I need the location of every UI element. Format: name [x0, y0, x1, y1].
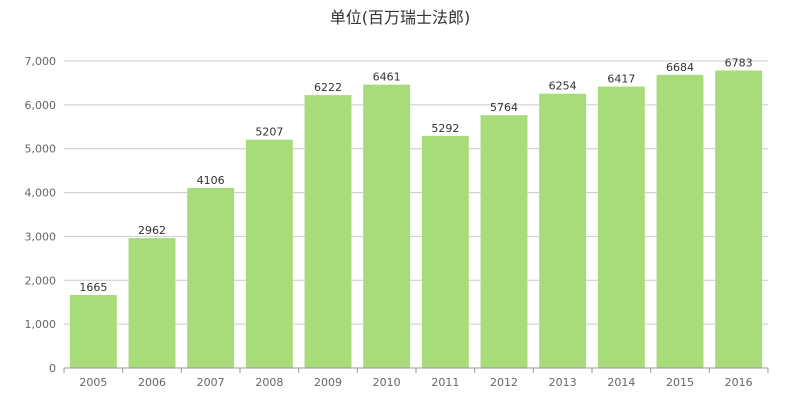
bar-2006: [128, 238, 176, 368]
data-label-2007: 4106: [197, 174, 225, 187]
y-tick-label: 5,000: [25, 143, 57, 156]
axes: 0 1,000 2,000 3,000 4,000 5,000 6,000 7,000 2005…: [25, 55, 769, 389]
data-label-2008: 5207: [255, 126, 283, 139]
x-tick-label-2008: 2008: [255, 376, 283, 389]
x-tick-label-2005: 2005: [79, 376, 107, 389]
data-label-2013: 6254: [549, 80, 577, 93]
bar-2013: [539, 93, 587, 368]
bar-2005: [69, 294, 117, 368]
x-tick-label-2015: 2015: [666, 376, 694, 389]
chart-title: 单位(百万瑞士法郎): [329, 8, 471, 27]
data-labels: 1665 2962 4106 5207 6222 6461 5292 5764 6254 6417…: [79, 57, 752, 294]
x-tick-label-2010: 2010: [373, 376, 401, 389]
x-tick-label-2016: 2016: [725, 376, 753, 389]
bar-2012: [480, 115, 528, 368]
x-tick-label-2014: 2014: [607, 376, 635, 389]
bar-2014: [597, 86, 645, 368]
bar-2009: [304, 95, 352, 369]
x-tick-label-2006: 2006: [138, 376, 166, 389]
bar-2015: [656, 74, 704, 368]
bar-2011: [421, 135, 469, 368]
data-label-2006: 2962: [138, 224, 166, 237]
x-tick-label-2011: 2011: [431, 376, 459, 389]
x-tick-label-2009: 2009: [314, 376, 342, 389]
x-tick-label-2007: 2007: [197, 376, 225, 389]
data-label-2014: 6417: [607, 73, 635, 86]
gridlines: [64, 60, 768, 325]
x-tick-label-2012: 2012: [490, 376, 518, 389]
y-tick-label: 0: [49, 362, 56, 375]
data-label-2011: 5292: [431, 122, 459, 135]
data-label-2010: 6461: [373, 71, 401, 84]
data-label-2009: 6222: [314, 81, 342, 94]
y-tick-label: 7,000: [25, 55, 57, 68]
bar-2007: [187, 187, 235, 368]
bar-2010: [363, 84, 411, 368]
bar-2016: [715, 70, 763, 368]
y-tick-label: 4,000: [25, 187, 57, 200]
bars: [69, 70, 763, 369]
y-tick-label: 1,000: [25, 318, 57, 331]
data-label-2012: 5764: [490, 101, 518, 114]
y-tick-label: 3,000: [25, 230, 57, 243]
y-tick-label: 2,000: [25, 274, 57, 287]
data-label-2016: 6783: [725, 57, 753, 70]
y-tick-label: 6,000: [25, 99, 57, 112]
x-tick-label-2013: 2013: [549, 376, 577, 389]
data-label-2015: 6684: [666, 61, 694, 74]
bar-2008: [245, 139, 293, 368]
data-label-2005: 1665: [79, 281, 107, 294]
